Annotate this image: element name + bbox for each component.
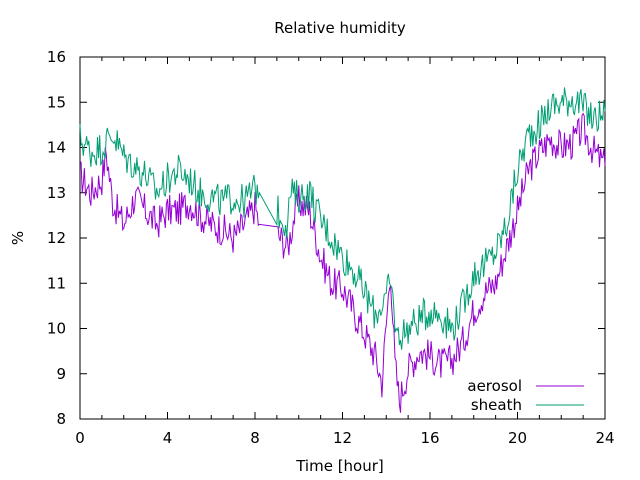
legend-label-aerosol: aerosol [467, 377, 522, 395]
series-line-aerosol [79, 112, 606, 413]
series-lines [79, 87, 606, 413]
x-tick-label: 4 [163, 429, 173, 447]
chart-title: Relative humidity [274, 19, 406, 37]
x-tick-label: 8 [250, 429, 260, 447]
axis-ticks: 0 4 8 12 16 20 24 8 9 10 11 12 13 14 15 16 [47, 48, 615, 447]
plot-frame [79, 56, 606, 420]
x-tick-label: 20 [508, 429, 527, 447]
y-tick-label: 12 [47, 229, 66, 247]
plot-area [79, 56, 606, 420]
y-tick-label: 8 [56, 410, 66, 428]
y-tick-label: 10 [47, 320, 66, 338]
y-tick-label: 14 [47, 139, 66, 157]
x-tick-label: 24 [595, 429, 614, 447]
x-tick-label: 12 [333, 429, 352, 447]
y-tick-label: 16 [47, 48, 66, 66]
y-tick-label: 15 [47, 93, 66, 111]
x-axis-label: Time [hour] [295, 457, 384, 475]
series-line-sheath [79, 87, 606, 350]
y-tick-label: 9 [56, 365, 66, 383]
x-tick-label: 16 [420, 429, 439, 447]
y-tick-label: 11 [47, 274, 66, 292]
legend-label-sheath: sheath [471, 396, 522, 414]
y-axis-label: % [9, 231, 27, 245]
y-tick-label: 13 [47, 184, 66, 202]
x-tick-label: 0 [75, 429, 85, 447]
